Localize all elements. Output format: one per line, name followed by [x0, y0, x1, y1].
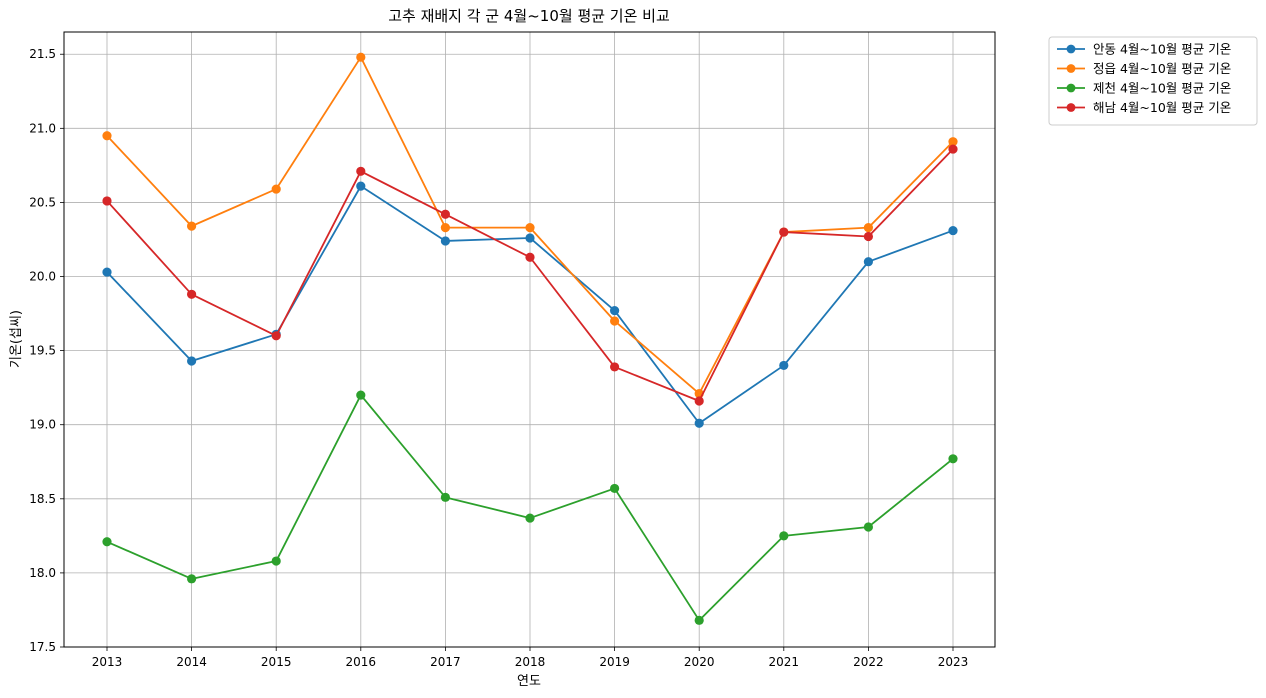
data-point — [271, 556, 281, 566]
data-point — [102, 196, 112, 206]
y-tick-label: 18.0 — [29, 566, 56, 580]
x-tick-label: 2015 — [261, 655, 292, 669]
data-point — [187, 221, 197, 231]
x-tick-label: 2019 — [599, 655, 630, 669]
series-layer — [102, 52, 958, 625]
data-point — [440, 492, 450, 502]
x-tick-label: 2014 — [176, 655, 207, 669]
x-tick-label: 2021 — [769, 655, 800, 669]
legend-item: 제천 4월~10월 평균 기온 — [1057, 81, 1231, 96]
data-point — [863, 223, 874, 233]
data-point — [694, 615, 704, 625]
x-tick-label: 2018 — [515, 655, 546, 669]
data-point — [356, 166, 366, 176]
x-axis-label: 연도 — [517, 674, 541, 689]
data-point — [102, 537, 112, 547]
data-point — [102, 131, 112, 141]
data-point — [610, 306, 620, 316]
x-tick-label: 2013 — [92, 655, 123, 669]
x-tick-label: 2023 — [938, 655, 969, 669]
chart-title: 고추 재배지 각 군 4월~10월 평균 기온 비교 — [388, 7, 670, 25]
data-point — [948, 144, 958, 154]
plot-frame — [63, 31, 996, 648]
data-point — [948, 137, 958, 147]
data-point — [356, 52, 366, 62]
legend-marker — [1066, 103, 1076, 112]
data-point — [610, 362, 620, 372]
legend-box — [1048, 36, 1258, 126]
legend-label: 안동 4월~10월 평균 기온 — [1093, 42, 1231, 57]
data-point — [271, 331, 281, 341]
y-tick-label: 21.5 — [29, 47, 56, 61]
data-point — [948, 454, 958, 464]
grid-lines — [64, 32, 995, 648]
legend-item: 정읍 4월~10월 평균 기온 — [1057, 61, 1231, 76]
data-point — [187, 574, 197, 584]
y-tick-label: 20.0 — [29, 270, 56, 284]
y-tick-label: 19.5 — [29, 344, 56, 358]
y-tick-label: 20.5 — [29, 195, 56, 209]
data-point — [440, 209, 450, 219]
y-tick-label: 19.0 — [29, 418, 56, 432]
data-point — [610, 483, 620, 494]
data-point — [863, 522, 874, 532]
y-tick-label: 17.5 — [29, 640, 56, 654]
y-tick-label: 18.5 — [29, 492, 56, 506]
data-point — [271, 184, 281, 194]
data-point — [440, 236, 450, 246]
legend-marker — [1066, 44, 1076, 54]
data-point — [779, 227, 789, 237]
data-point — [356, 181, 366, 191]
data-point — [525, 513, 535, 523]
legend-label: 정읍 4월~10월 평균 기온 — [1093, 61, 1231, 76]
x-tick-label: 2022 — [853, 655, 884, 669]
data-point — [187, 289, 197, 299]
legend-item: 해남 4월~10월 평균 기온 — [1057, 100, 1231, 115]
series-3 — [102, 144, 958, 406]
data-point — [525, 223, 535, 233]
data-point — [863, 231, 874, 242]
series-2 — [102, 390, 958, 625]
data-point — [694, 396, 704, 406]
data-point — [440, 223, 450, 233]
data-point — [863, 257, 874, 267]
legend-marker — [1066, 64, 1076, 73]
legend-label: 해남 4월~10월 평균 기온 — [1093, 100, 1231, 115]
data-point — [525, 233, 535, 243]
data-point — [694, 418, 704, 428]
data-point — [102, 267, 112, 277]
data-point — [356, 390, 366, 400]
data-point — [525, 252, 535, 262]
data-point — [948, 225, 958, 236]
y-axis-label: 기온(섭씨) — [9, 310, 24, 368]
x-tick-label: 2017 — [430, 655, 461, 669]
axes: 2013 2014 2015 2016 2017 2018 2019 2020 2021 2022… — [29, 47, 968, 669]
data-point — [779, 531, 789, 541]
legend-marker — [1066, 83, 1076, 93]
legend-label: 제천 4월~10월 평균 기온 — [1093, 81, 1231, 96]
x-tick-label: 2016 — [346, 655, 377, 669]
data-point — [187, 356, 197, 366]
y-tick-label: 21.0 — [29, 121, 56, 135]
x-tick-label: 2020 — [684, 655, 715, 669]
data-point — [610, 316, 620, 326]
legend-item: 안동 4월~10월 평균 기온 — [1057, 42, 1231, 57]
data-point — [779, 360, 789, 371]
